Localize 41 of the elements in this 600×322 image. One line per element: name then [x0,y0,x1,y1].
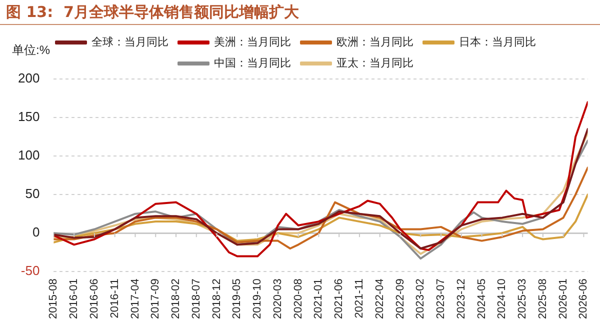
x-tick-label: 2026-06 [578,278,590,320]
x-tick-label: 2023-12 [455,278,468,320]
y-tick-label: -50 [20,263,40,278]
x-tick-label: 2025-03 [516,278,529,320]
x-tick-label: 2020-08 [292,278,304,320]
chart-title: 图 13: 7月全球半导体销售额同比增幅扩大 [0,0,600,25]
legend-label: 日本：当月同比 [459,36,536,49]
x-tick-label: 2018-02 [170,278,182,320]
x-tick-label: 2018-07 [190,278,202,320]
x-tick-label: 2017-09 [150,278,162,320]
x-tick-label: 2021-01 [312,278,325,320]
legend-label: 亚太：当月同比 [336,56,414,70]
x-tick-label: 2018-12 [210,278,223,320]
x-tick-label: 2016-01 [68,278,80,320]
x-tick-label: 2024-10 [496,278,508,320]
y-tick-label: 200 [18,70,40,86]
x-tick-label: 2025-08 [536,278,549,320]
x-tick-label: 2023-07 [435,278,448,320]
legend-label: 欧洲：当月同比 [336,36,414,49]
x-tick-label: 2015-08 [48,278,60,320]
x-tick-label: 2017-04 [129,278,142,320]
x-tick-label: 2023-02 [414,278,427,320]
y-tick-label: 100 [18,148,40,163]
legend-label: 美洲：当月同比 [214,36,291,49]
y-tick-label: 0 [32,224,40,240]
y-axis-title: 单位:% [12,42,50,59]
x-tick-label: 2022-09 [394,278,406,320]
x-tick-label: 2019-10 [252,278,264,320]
x-tick-label: 2024-05 [476,278,488,320]
x-tick-label: 2019-05 [231,278,244,320]
x-tick-label: 2021-06 [333,278,346,320]
x-tick-label: 2016-06 [88,278,100,320]
legend-label: 中国：当月同比 [214,56,291,70]
x-tick-label: 2022-04 [374,278,386,320]
x-tick-label: 2021-11 [354,278,366,318]
y-tick-label: 150 [18,109,40,124]
legend-label: 全球：当月同比 [92,36,168,49]
x-tick-label: 2026-01 [557,278,570,320]
x-tick-label: 2016-11 [108,278,121,318]
x-tick-label: 2020-03 [272,278,284,320]
y-tick-label: 50 [25,186,40,202]
